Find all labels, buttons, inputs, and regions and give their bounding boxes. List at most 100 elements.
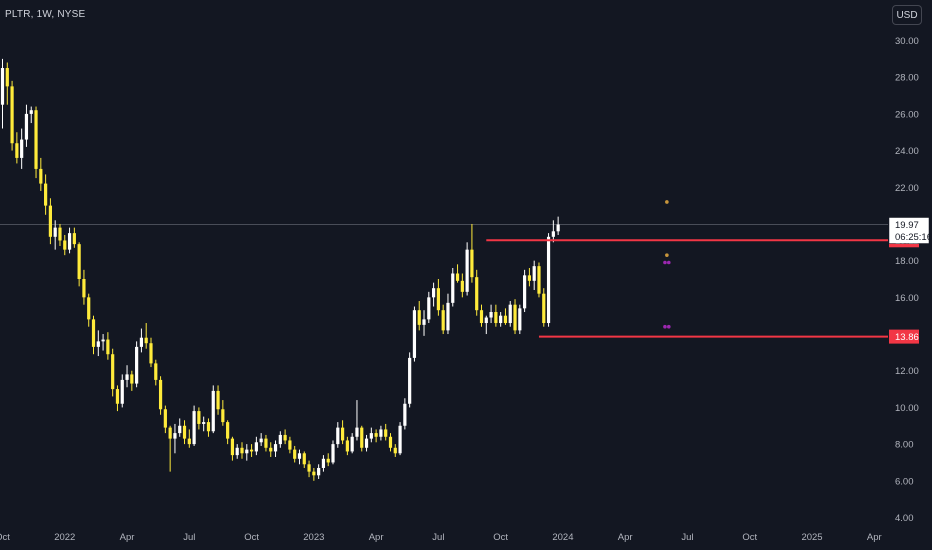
candle: [230, 436, 235, 461]
candle: [101, 334, 105, 351]
level-price-tag: [889, 329, 919, 344]
candle: [29, 106, 33, 124]
candle: [297, 449, 302, 465]
candle: [48, 198, 52, 245]
price-tick-label: 8.00: [895, 440, 914, 451]
candle: [10, 80, 14, 151]
candle: [484, 315, 488, 335]
time-tick-label: 2024: [552, 532, 573, 543]
candle: [154, 359, 158, 386]
candle: [326, 453, 330, 467]
candle: [374, 429, 378, 443]
symbol-title[interactable]: PLTR, 1W, NYSE: [5, 9, 86, 20]
time-axis[interactable]: Oct 2022 Apr Jul Oct 2023 Apr Jul Oct 2024 Apr Jul O…: [0, 532, 882, 543]
price-tick-label: 4.00: [895, 513, 914, 524]
indicator-markers: [663, 200, 671, 329]
candle: [556, 216, 560, 235]
candle: [518, 304, 522, 335]
candle: [58, 223, 62, 246]
candle: [202, 416, 206, 432]
bar-countdown-label: 06:25:16: [895, 232, 932, 243]
candle: [259, 433, 263, 446]
candle: [451, 267, 455, 307]
candle: [537, 262, 541, 298]
time-tick-label: Jul: [183, 532, 195, 543]
candle: [216, 385, 220, 415]
candle: [192, 405, 196, 446]
candle: [345, 436, 349, 456]
indicator-dot: [663, 260, 667, 265]
candle: [350, 433, 354, 454]
candle: [5, 62, 9, 105]
time-tick-label: Oct: [493, 532, 508, 543]
candle: [422, 310, 426, 336]
candle: [139, 328, 144, 353]
candle: [20, 128, 24, 169]
last-price-tag: [888, 217, 930, 244]
last-price-label: 19.97: [895, 220, 919, 231]
currency-button[interactable]: USD: [892, 5, 922, 25]
candle: [87, 293, 91, 327]
candle: [551, 220, 555, 243]
candle: [513, 299, 517, 335]
candle: [187, 429, 191, 448]
candle: [15, 132, 19, 164]
time-tick-label: Oct: [742, 532, 757, 543]
candle: [273, 440, 278, 457]
candle: [106, 332, 110, 360]
candle: [436, 279, 440, 316]
time-tick-label: Jul: [681, 532, 693, 543]
candle: [197, 407, 201, 430]
candle: [364, 434, 369, 452]
candle: [96, 330, 100, 357]
candle: [158, 376, 163, 415]
candle: [77, 242, 81, 287]
candle: [144, 323, 148, 349]
time-tick-label: Apr: [618, 532, 633, 543]
horizontal-levels[interactable]: [486, 239, 888, 338]
price-tick-label: 16.00: [895, 293, 919, 304]
time-tick-label: Apr: [369, 532, 384, 543]
candle: [499, 312, 503, 327]
indicator-dot: [665, 200, 669, 204]
price-tick-label: 28.00: [895, 73, 919, 84]
candle: [470, 223, 474, 283]
candle: [269, 442, 273, 457]
candle: [173, 423, 177, 454]
candle: [130, 370, 134, 391]
candle: [278, 431, 282, 448]
candle: [546, 233, 551, 327]
candle: [63, 234, 67, 256]
candle: [91, 315, 96, 355]
candle: [408, 352, 412, 408]
candle: [72, 227, 76, 248]
candle: [0, 58, 5, 129]
candle: [82, 269, 86, 305]
candle: [494, 304, 498, 327]
candle: [355, 400, 359, 441]
price-tick-label: 22.00: [895, 183, 919, 194]
price-tick-label: 12.00: [895, 366, 919, 377]
price-axis[interactable]: 30.0028.0026.0024.0022.0020.0018.0016.00…: [0, 36, 919, 524]
time-tick-label: Oct: [0, 532, 10, 543]
candle: [508, 301, 512, 327]
candle: [465, 242, 469, 296]
price-tick-label: 6.00: [895, 476, 914, 487]
candle: [460, 273, 464, 298]
price-tick-label: 24.00: [895, 146, 919, 157]
candle: [125, 365, 129, 388]
candle: [249, 444, 254, 457]
candle: [503, 308, 508, 325]
candle: [288, 436, 292, 454]
candle: [393, 444, 397, 457]
time-tick-label: Apr: [867, 532, 882, 543]
candle: [235, 444, 239, 459]
candle: [168, 425, 172, 472]
candle: [307, 460, 311, 478]
time-tick-label: Apr: [120, 532, 135, 543]
candlestick-series: [0, 58, 560, 481]
time-tick-label: Oct: [244, 532, 259, 543]
candle: [178, 418, 182, 437]
